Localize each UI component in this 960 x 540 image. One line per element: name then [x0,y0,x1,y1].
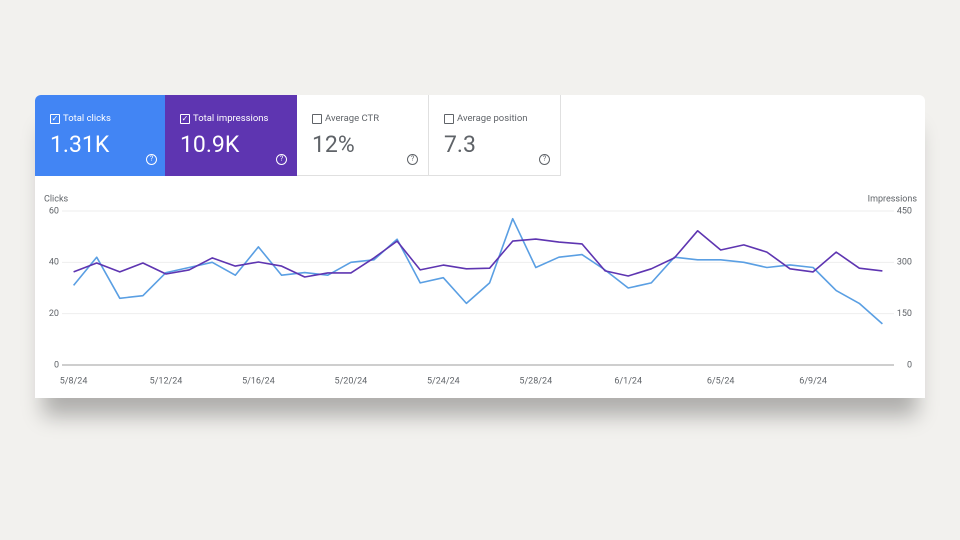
help-icon[interactable]: ? [407,154,418,165]
checkbox[interactable] [444,114,454,124]
y-tick-label: 60 [49,206,59,216]
x-tick-label: 5/12/24 [150,376,183,386]
metric-card[interactable]: ✓ Total clicks 1.31K ? [35,95,167,176]
metric-label: Total clicks [63,113,111,124]
x-tick-label: 5/8/24 [60,376,88,386]
metric-label: Average position [457,113,528,124]
x-tick-label: 5/24/24 [427,376,460,386]
metric-value: 7.3 [444,131,476,158]
metric-value: 10.9K [180,131,240,158]
x-tick-label: 5/20/24 [335,376,368,386]
y2-tick-label: 150 [897,309,912,319]
line-series [72,217,883,325]
help-icon[interactable]: ? [539,154,550,165]
y-tick-label: 40 [49,258,59,268]
help-icon[interactable]: ? [276,154,287,165]
checkbox[interactable] [312,114,322,124]
y-tick-label: 20 [49,309,59,319]
metric-label: Average CTR [325,113,380,124]
x-tick-label: 5/16/24 [242,376,275,386]
metric-value: 12% [312,131,355,158]
x-tick-label: 5/28/24 [519,376,552,386]
line-series [73,230,883,278]
x-tick-label: 6/9/24 [799,376,827,386]
x-tick-label: 6/1/24 [614,376,642,386]
y2-tick-label: 450 [897,206,912,216]
y2-axis-label: Impressions [868,194,918,204]
metric-card[interactable]: Average CTR 12% ? [297,95,429,176]
metric-value: 1.31K [50,131,110,158]
x-tick-label: 6/5/24 [707,376,735,386]
performance-panel: ✓ Total clicks 1.31K ? ✓ Total impressio… [35,95,925,398]
metric-label: Total impressions [193,113,269,124]
y-axis-label: Clicks [44,194,69,204]
y2-tick-label: 300 [897,258,912,268]
metric-card[interactable]: ✓ Total impressions 10.9K ? [165,95,297,176]
y2-tick-label: 0 [907,360,912,370]
y-tick-label: 0 [54,360,59,370]
help-icon[interactable]: ? [146,154,157,165]
checkbox[interactable]: ✓ [50,114,60,124]
metric-card[interactable]: Average position 7.3 ? [429,95,561,176]
chart: Clicks Impressions 0 20 40 60 0 150 300 450 5/8/… [44,194,918,386]
checkbox[interactable]: ✓ [180,114,190,124]
